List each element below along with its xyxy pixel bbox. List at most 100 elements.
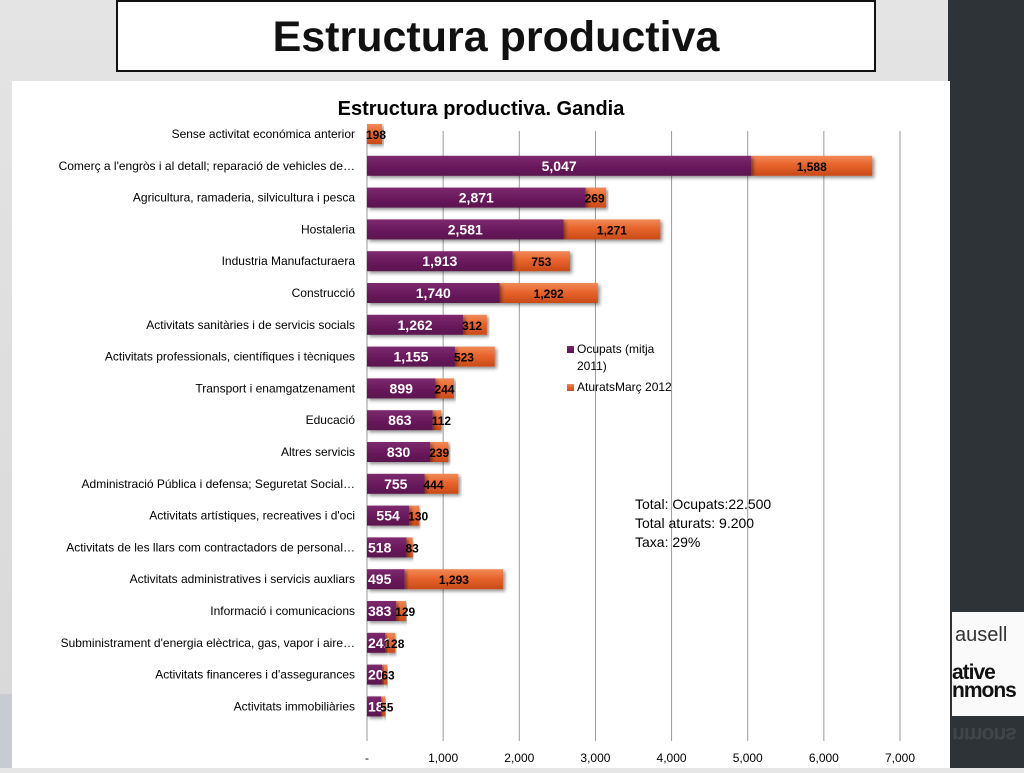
- bar-aturats: [381, 696, 386, 717]
- side-cc-logo-text: ative nmons: [952, 661, 1017, 701]
- bar-aturats: [430, 442, 449, 462]
- annotation-line: Taxa: 29%: [635, 534, 700, 550]
- legend-swatch-ocupats: [567, 346, 574, 353]
- category-label: Agricultura, ramaderia, silvicultura i p…: [133, 191, 355, 205]
- data-label-ocupats: 863: [388, 412, 412, 428]
- data-label-ocupats: 2,871: [459, 190, 494, 206]
- bar-ocupats: [367, 473, 425, 494]
- category-label: Comerç a l'engròs i al detall; reparació…: [59, 159, 355, 173]
- data-label-ocupats: 554: [376, 508, 400, 524]
- x-tick-label: 6,000: [809, 751, 839, 765]
- side-logo-panel: [952, 612, 1024, 716]
- category-label: Administració Pública i defensa; Seguret…: [82, 477, 355, 491]
- bar-ocupats: [367, 346, 455, 367]
- data-label-aturats: 198: [366, 128, 386, 142]
- legend-label-aturats: AturatsMarç 2012: [577, 380, 672, 394]
- legend-label-ocupats: Ocupats (mitja 2011): [577, 342, 655, 373]
- bar-aturats: [409, 505, 420, 526]
- data-label-ocupats: 1,155: [393, 349, 428, 365]
- bar-ocupats: [367, 569, 405, 590]
- data-label-aturats: 753: [531, 255, 551, 269]
- annotation-line: Total aturats: 9.200: [635, 515, 754, 531]
- bar-aturats: [512, 251, 570, 272]
- slide-left-strip: [0, 694, 12, 768]
- data-label-aturats: 55: [380, 700, 394, 714]
- data-label-aturats: 128: [384, 637, 404, 651]
- bar-ocupats: [367, 537, 407, 558]
- bar-ocupats: [367, 664, 383, 685]
- bar-chart: Estructura productiva. Gandia Sense acti…: [59, 98, 916, 765]
- bar-ocupats: [367, 696, 382, 717]
- bar-ocupats: [367, 283, 500, 303]
- bar-aturats: [751, 155, 873, 176]
- data-label-aturats: 112: [432, 414, 452, 428]
- category-label: Altres servicis: [281, 445, 355, 459]
- bar-ocupats: [367, 378, 436, 399]
- data-label-ocupats: 495: [368, 571, 392, 587]
- bar-aturats: [404, 569, 504, 590]
- bar-ocupats: [367, 505, 410, 526]
- category-label: Activitats immobiliàries: [234, 699, 355, 713]
- bar-aturats: [432, 410, 442, 431]
- side-logo-line1: ative: [952, 661, 996, 684]
- chart-title: Estructura productiva. Gandia: [338, 98, 626, 120]
- bar-aturats: [499, 283, 598, 303]
- legend-swatch-aturats: [567, 384, 574, 391]
- data-label-aturats: 312: [462, 319, 482, 333]
- bar-ocupats: [367, 314, 464, 335]
- data-label-aturats: 63: [381, 669, 395, 683]
- annotation-line: Total: Ocupats:22.500: [635, 496, 771, 512]
- bar-ocupats: [367, 601, 397, 621]
- category-label: Informació i comunicacions: [210, 604, 355, 618]
- category-label: Hostaleria: [301, 222, 355, 236]
- bar-aturats: [435, 378, 455, 399]
- data-label-aturats: 444: [423, 478, 443, 492]
- data-label-aturats: 244: [434, 382, 454, 396]
- x-tick-label: 2,000: [504, 751, 534, 765]
- category-label: Educació: [306, 413, 356, 427]
- x-tick-label: 4,000: [657, 751, 687, 765]
- x-tick-label: 1,000: [428, 751, 458, 765]
- data-label-aturats: 130: [408, 510, 428, 524]
- category-label: Subministrament d'energia elèctrica, gas…: [61, 636, 355, 650]
- x-tick-label: -: [365, 751, 369, 765]
- slide-title: Estructura productiva: [272, 13, 720, 61]
- data-label-aturats: 1,293: [439, 573, 469, 587]
- data-label-aturats: 1,292: [534, 287, 564, 301]
- side-author-text: ausell: [955, 624, 1008, 646]
- bar-aturats: [585, 187, 607, 208]
- side-logo-reflection: nmons: [952, 723, 1016, 746]
- bar-aturats: [463, 314, 487, 335]
- bar-aturats: [396, 601, 406, 621]
- bar-ocupats: [367, 187, 586, 208]
- category-label: Activitats sanitàries i de servicis soci…: [146, 318, 355, 332]
- bar-aturats: [367, 124, 383, 144]
- category-label: Construcció: [292, 286, 356, 300]
- data-label-aturats: 239: [429, 446, 449, 460]
- x-tick-label: 3,000: [580, 751, 610, 765]
- category-label: Activitats de les llars com contractador…: [66, 540, 355, 554]
- data-label-ocupats: 755: [384, 476, 408, 492]
- bar-ocupats: [367, 155, 752, 176]
- data-label-aturats: 269: [585, 192, 605, 206]
- category-label: Sense activitat económica anterior: [172, 127, 355, 141]
- data-label-ocupats: 2,581: [448, 221, 483, 237]
- category-label: Activitats professionals, científiques i…: [105, 350, 355, 364]
- data-label-aturats: 83: [405, 541, 419, 555]
- data-label-ocupats: 383: [368, 603, 392, 619]
- bar-aturats: [382, 664, 388, 685]
- bar-ocupats: [367, 632, 386, 653]
- data-label-ocupats: 830: [387, 444, 411, 460]
- data-label-ocupats: 241: [368, 635, 392, 651]
- x-tick-label: 5,000: [733, 751, 763, 765]
- data-label-ocupats: 899: [390, 380, 414, 396]
- category-label: Activitats artístiques, recreatives i d'…: [149, 509, 355, 523]
- bar-aturats: [424, 473, 459, 494]
- bar-aturats: [563, 219, 661, 240]
- data-label-ocupats: 518: [368, 539, 392, 555]
- data-label-ocupats: 20: [368, 667, 384, 683]
- data-label-ocupats: 1,262: [398, 317, 433, 333]
- bar-ocupats: [367, 219, 564, 240]
- chart-area: Estructura productiva. Gandia Sense acti…: [12, 81, 950, 768]
- data-label-aturats: 129: [395, 605, 415, 619]
